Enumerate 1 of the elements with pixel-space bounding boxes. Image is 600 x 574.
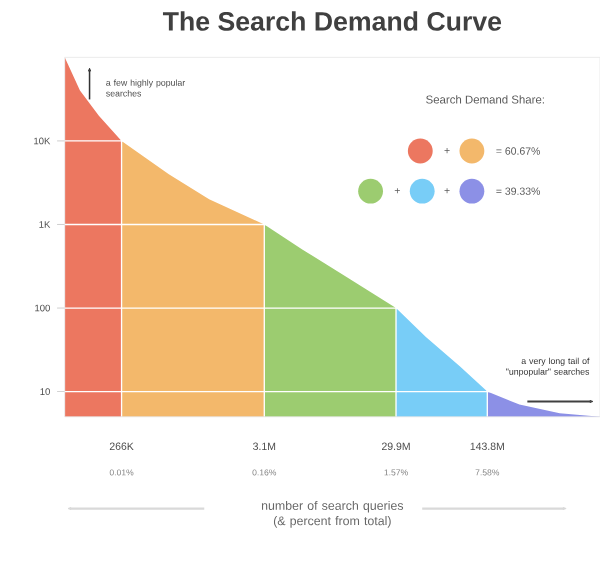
chart-title: The Search Demand Curve (162, 11, 502, 32)
